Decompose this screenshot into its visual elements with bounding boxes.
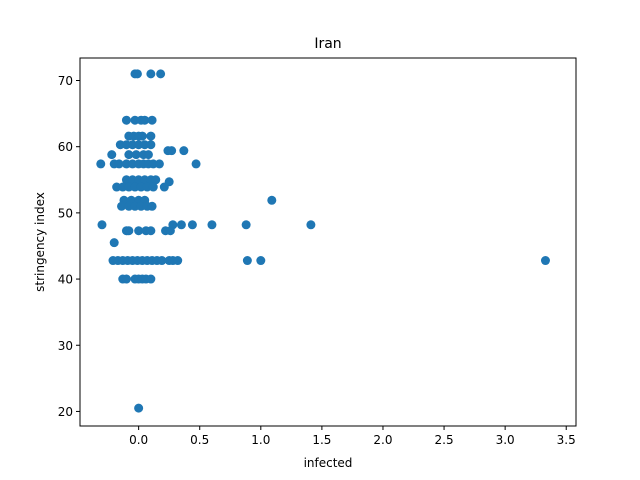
data-point (306, 220, 316, 230)
data-point (187, 220, 197, 230)
data-point (146, 274, 156, 284)
data-point (179, 146, 189, 156)
data-point (267, 195, 277, 205)
data-point (176, 220, 186, 230)
data-point (207, 220, 217, 230)
x-tick-label: 0.5 (190, 433, 209, 447)
data-point (132, 69, 142, 79)
data-point (124, 226, 134, 236)
data-point (140, 115, 150, 125)
data-point (154, 159, 164, 169)
y-axis-ticks: 20 30 40 50 60 70 (58, 74, 80, 419)
y-tick-label: 20 (58, 405, 73, 419)
points-layer (96, 69, 550, 413)
data-point (146, 140, 156, 150)
y-axis-title: stringency index (33, 192, 47, 292)
data-point (96, 159, 106, 169)
data-point (241, 220, 251, 230)
data-point (540, 256, 550, 266)
data-point (159, 182, 169, 192)
data-point (147, 115, 157, 125)
data-point (124, 150, 134, 160)
data-point (143, 150, 153, 160)
data-point (146, 226, 156, 236)
data-point (173, 256, 183, 266)
data-point (134, 226, 144, 236)
data-point (137, 131, 147, 141)
x-tick-label: 2.5 (435, 433, 454, 447)
y-tick-label: 60 (58, 140, 73, 154)
data-point (121, 274, 131, 284)
data-point (256, 256, 266, 266)
data-point (121, 115, 131, 125)
data-point (97, 220, 107, 230)
data-point (147, 201, 157, 211)
x-tick-label: 0.0 (129, 433, 148, 447)
data-point (156, 69, 166, 79)
x-axis-title: infected (304, 456, 353, 470)
y-tick-label: 30 (58, 339, 73, 353)
data-point (148, 182, 158, 192)
data-point (146, 131, 156, 141)
data-point (114, 159, 124, 169)
data-point (146, 69, 156, 79)
data-point (165, 226, 175, 236)
data-point (117, 201, 127, 211)
data-point (167, 146, 177, 156)
data-point (157, 256, 167, 266)
data-point (134, 403, 144, 413)
x-tick-label: 2.0 (373, 433, 392, 447)
plot-area-frame (79, 57, 577, 427)
data-point (131, 150, 141, 160)
data-point (109, 238, 119, 248)
x-tick-label: 3.5 (557, 433, 576, 447)
x-tick-label: 1.5 (312, 433, 331, 447)
x-tick-label: 1.0 (251, 433, 270, 447)
data-point (107, 150, 117, 160)
y-tick-label: 40 (58, 273, 73, 287)
chart-title: Iran (314, 36, 341, 52)
y-tick-label: 70 (58, 74, 73, 88)
x-axis-ticks: 0.0 0.5 1.0 1.5 2.0 2.5 3.0 3.5 (129, 426, 576, 447)
y-tick-label: 50 (58, 206, 73, 220)
data-point (151, 175, 161, 185)
data-point (242, 256, 252, 266)
data-point (191, 159, 201, 169)
x-tick-label: 3.0 (496, 433, 515, 447)
